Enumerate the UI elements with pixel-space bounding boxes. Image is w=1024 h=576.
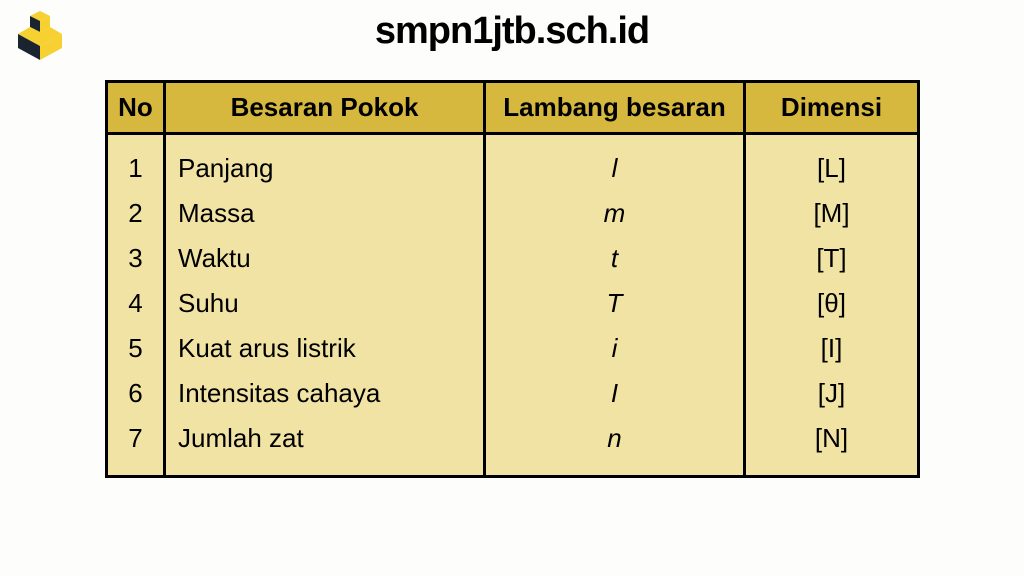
lambang-column: l m t T i I n bbox=[486, 155, 743, 451]
no-column: 1 2 3 4 5 6 7 bbox=[108, 155, 163, 451]
cell-no: 7 bbox=[128, 425, 142, 451]
table-body-row: 1 2 3 4 5 6 7 Panjang Massa Waktu Suhu bbox=[107, 134, 919, 477]
cell-symbol: t bbox=[611, 245, 618, 271]
cell-name: Intensitas cahaya bbox=[178, 380, 380, 406]
cell-no: 3 bbox=[128, 245, 142, 271]
cell-no: 2 bbox=[128, 200, 142, 226]
cell-name: Jumlah zat bbox=[178, 425, 304, 451]
cell-symbol: n bbox=[607, 425, 621, 451]
table-header-row: No Besaran Pokok Lambang besaran Dimensi bbox=[107, 82, 919, 134]
header-dimensi: Dimensi bbox=[745, 82, 919, 134]
dimensi-column: [L] [M] [T] [θ] [I] [J] [N] bbox=[746, 155, 917, 451]
cell-no: 5 bbox=[128, 335, 142, 361]
cell-dimension: [I] bbox=[821, 335, 843, 361]
header-no: No bbox=[107, 82, 165, 134]
cell-name: Kuat arus listrik bbox=[178, 335, 356, 361]
cell-symbol: I bbox=[611, 380, 618, 406]
cell-dimension: [J] bbox=[818, 380, 845, 406]
cell-name: Waktu bbox=[178, 245, 251, 271]
besaran-column: Panjang Massa Waktu Suhu Kuat arus listr… bbox=[166, 155, 483, 451]
cell-name: Panjang bbox=[178, 155, 273, 181]
cell-dimension: [M] bbox=[813, 200, 849, 226]
cell-name: Suhu bbox=[178, 290, 239, 316]
cell-dimension: [N] bbox=[815, 425, 848, 451]
cell-no: 6 bbox=[128, 380, 142, 406]
cell-name: Massa bbox=[178, 200, 255, 226]
cell-dimension: [L] bbox=[817, 155, 846, 181]
besaran-pokok-table: No Besaran Pokok Lambang besaran Dimensi… bbox=[105, 80, 920, 478]
cell-no: 4 bbox=[128, 290, 142, 316]
cell-no: 1 bbox=[128, 155, 142, 181]
page-title: smpn1jtb.sch.id bbox=[0, 0, 1024, 53]
cell-symbol: i bbox=[612, 335, 618, 361]
header-lambang: Lambang besaran bbox=[485, 82, 745, 134]
site-logo bbox=[10, 8, 70, 63]
cell-dimension: [T] bbox=[816, 245, 846, 271]
cell-symbol: l bbox=[612, 155, 618, 181]
header-besaran: Besaran Pokok bbox=[165, 82, 485, 134]
cell-dimension: [θ] bbox=[817, 290, 846, 316]
cell-symbol: m bbox=[604, 200, 626, 226]
cell-symbol: T bbox=[607, 290, 623, 316]
